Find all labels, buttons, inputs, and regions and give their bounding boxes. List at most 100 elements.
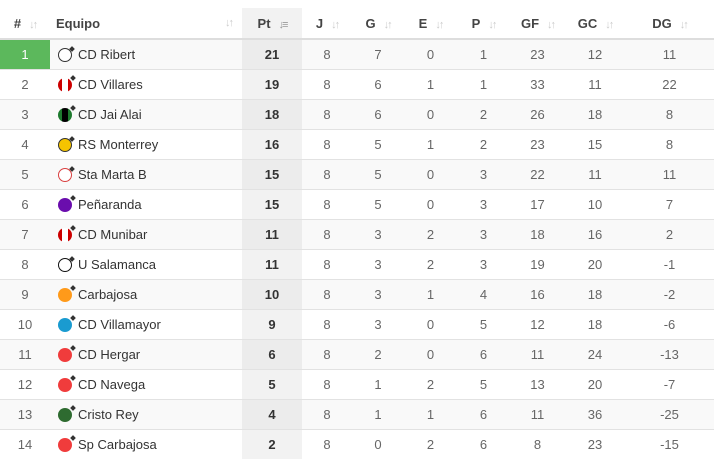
- table-row[interactable]: 12 CD Navega 5 8 1 2 5 13 20 -7: [0, 369, 714, 400]
- team-name[interactable]: Carbajosa: [78, 287, 138, 303]
- team-cell[interactable]: Carbajosa: [50, 279, 242, 310]
- team-name[interactable]: Sta Marta B: [78, 167, 147, 183]
- team-crest-icon: [58, 408, 72, 423]
- dg-cell: 8: [625, 99, 714, 130]
- gc-cell: 18: [565, 279, 625, 310]
- column-header-g[interactable]: G ↓↑: [352, 8, 404, 40]
- team-cell[interactable]: RS Monterrey: [50, 129, 242, 160]
- table-row[interactable]: 10 CD Villamayor 9 8 3 0 5 12 18 -6: [0, 309, 714, 340]
- g-cell: 0: [352, 429, 404, 459]
- gf-cell: 13: [510, 369, 565, 400]
- team-name[interactable]: Peñaranda: [78, 197, 142, 213]
- team-crest-icon: [58, 138, 72, 153]
- team-cell[interactable]: Cristo Rey: [50, 399, 242, 430]
- pt-cell: 10: [242, 279, 302, 310]
- gc-cell: 20: [565, 369, 625, 400]
- column-header-j[interactable]: J ↓↑: [302, 8, 352, 40]
- gc-cell: 18: [565, 99, 625, 130]
- column-header-p[interactable]: P ↓↑: [457, 8, 510, 40]
- j-cell: 8: [302, 429, 352, 459]
- sort-icon[interactable]: ↓↑: [435, 18, 444, 31]
- g-cell: 3: [352, 219, 404, 250]
- table-row[interactable]: 11 CD Hergar 6 8 2 0 6 11 24 -13: [0, 339, 714, 370]
- column-header-pt[interactable]: Pt ↓≡: [242, 8, 302, 40]
- p-cell: 6: [457, 399, 510, 430]
- table-row[interactable]: 7 CD Munibar 11 8 3 2 3 18 16 2: [0, 219, 714, 250]
- p-cell: 3: [457, 159, 510, 190]
- team-cell[interactable]: Sta Marta B: [50, 159, 242, 190]
- team-cell[interactable]: CD Hergar: [50, 339, 242, 370]
- team-name[interactable]: U Salamanca: [78, 257, 157, 273]
- sort-icon[interactable]: ↓↑: [679, 18, 689, 31]
- team-name[interactable]: CD Hergar: [78, 347, 141, 363]
- column-header-team[interactable]: Equipo ↓↑: [50, 8, 242, 40]
- table-row[interactable]: 13 Cristo Rey 4 8 1 1 6 11 36 -25: [0, 399, 714, 430]
- sort-icon[interactable]: ↓↑: [331, 18, 340, 31]
- gc-cell: 10: [565, 189, 625, 220]
- pt-cell: 2: [242, 429, 302, 459]
- gf-cell: 33: [510, 69, 565, 100]
- sort-desc-icon[interactable]: ↓≡: [278, 18, 289, 31]
- e-cell: 0: [404, 309, 457, 340]
- team-name[interactable]: CD Ribert: [78, 47, 136, 63]
- g-cell: 5: [352, 129, 404, 160]
- pt-cell: 11: [242, 249, 302, 280]
- sort-icon[interactable]: ↓↑: [605, 18, 614, 31]
- team-cell[interactable]: CD Villares: [50, 69, 242, 100]
- e-cell: 1: [404, 129, 457, 160]
- team-cell[interactable]: CD Ribert: [50, 38, 242, 70]
- e-cell: 0: [404, 189, 457, 220]
- team-cell[interactable]: CD Munibar: [50, 219, 242, 250]
- team-cell[interactable]: CD Navega: [50, 369, 242, 400]
- j-cell: 8: [302, 159, 352, 190]
- g-cell: 1: [352, 369, 404, 400]
- column-header-dg[interactable]: DG ↓↑: [625, 8, 714, 40]
- j-cell: 8: [302, 219, 352, 250]
- table-row[interactable]: 5 Sta Marta B 15 8 5 0 3 22 11 11: [0, 159, 714, 190]
- team-name[interactable]: CD Villares: [78, 77, 143, 93]
- gc-cell: 20: [565, 249, 625, 280]
- column-header-label: GF: [520, 15, 540, 31]
- team-cell[interactable]: CD Jai Alai: [50, 99, 242, 130]
- column-header-pos[interactable]: # ↓↑: [0, 8, 50, 40]
- dg-cell: 8: [625, 129, 714, 160]
- j-cell: 8: [302, 38, 352, 70]
- dg-cell: -13: [625, 339, 714, 370]
- pos-cell: 11: [0, 339, 50, 370]
- team-name[interactable]: CD Navega: [78, 377, 146, 393]
- pos-cell: 6: [0, 189, 50, 220]
- table-row[interactable]: 2 CD Villares 19 8 6 1 1 33 11 22: [0, 69, 714, 100]
- team-name[interactable]: Cristo Rey: [78, 407, 139, 423]
- sort-icon[interactable]: ↓↑: [29, 18, 38, 31]
- table-row[interactable]: 1 CD Ribert 21 8 7 0 1 23 12 11: [0, 38, 714, 70]
- pt-cell: 15: [242, 189, 302, 220]
- team-crest-icon: [58, 258, 72, 273]
- team-name[interactable]: CD Jai Alai: [78, 107, 142, 123]
- team-cell[interactable]: Sp Carbajosa: [50, 429, 242, 459]
- table-row[interactable]: 6 Peñaranda 15 8 5 0 3 17 10 7: [0, 189, 714, 220]
- table-row[interactable]: 9 Carbajosa 10 8 3 1 4 16 18 -2: [0, 279, 714, 310]
- sort-icon[interactable]: ↓↑: [225, 17, 234, 29]
- gf-cell: 11: [510, 399, 565, 430]
- sort-icon[interactable]: ↓↑: [547, 18, 556, 31]
- team-name[interactable]: RS Monterrey: [78, 137, 159, 153]
- column-header-gc[interactable]: GC ↓↑: [565, 8, 625, 40]
- table-row[interactable]: 4 RS Monterrey 16 8 5 1 2 23 15 8: [0, 129, 714, 160]
- team-name[interactable]: CD Munibar: [78, 227, 148, 243]
- pos-cell: 7: [0, 219, 50, 250]
- team-name[interactable]: CD Villamayor: [78, 317, 161, 333]
- pt-cell: 4: [242, 399, 302, 430]
- column-header-e[interactable]: E ↓↑: [404, 8, 457, 40]
- team-cell[interactable]: Peñaranda: [50, 189, 242, 220]
- table-row[interactable]: 3 CD Jai Alai 18 8 6 0 2 26 18 8: [0, 99, 714, 130]
- sort-icon[interactable]: ↓↑: [488, 18, 497, 31]
- team-cell[interactable]: CD Villamayor: [50, 309, 242, 340]
- team-name[interactable]: Sp Carbajosa: [78, 437, 157, 453]
- sort-icon[interactable]: ↓↑: [383, 18, 393, 31]
- column-header-gf[interactable]: GF ↓↑: [510, 8, 565, 40]
- pos-cell: 8: [0, 249, 50, 280]
- table-row[interactable]: 14 Sp Carbajosa 2 8 0 2 6 8 23 -15: [0, 429, 714, 459]
- team-cell[interactable]: U Salamanca: [50, 249, 242, 280]
- gc-cell: 11: [565, 159, 625, 190]
